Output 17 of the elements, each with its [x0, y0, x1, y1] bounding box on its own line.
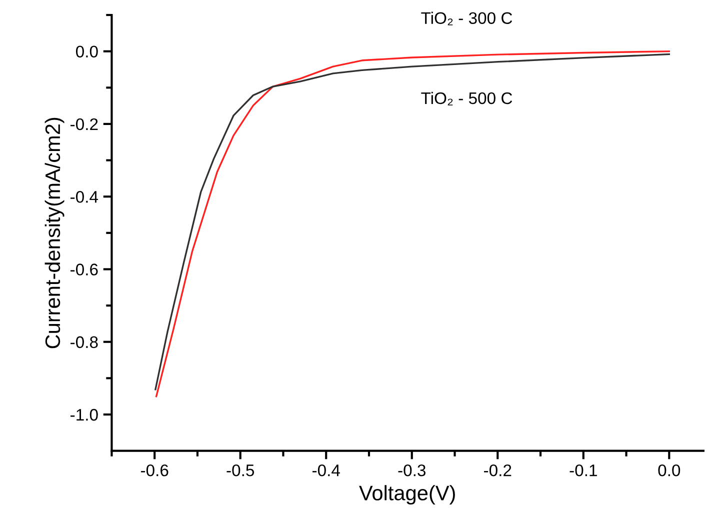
y-tick-label: -0.4 — [70, 190, 98, 203]
y-tick-label: -0.2 — [70, 118, 98, 130]
x-tick-label: -0.6 — [140, 464, 168, 476]
y-tick-label: -1.0 — [70, 408, 98, 421]
series-label: TiO₂ - 300 C — [421, 12, 512, 26]
series-label: TiO₂ - 500 C — [421, 92, 512, 106]
x-tick-label: -0.5 — [226, 464, 254, 476]
x-tick-label: -0.3 — [398, 464, 426, 476]
x-tick-label: -0.4 — [312, 464, 340, 476]
y-tick-label: 0.0 — [76, 46, 98, 58]
y-tick-label: -0.6 — [70, 264, 98, 276]
y-tick-label: -0.8 — [70, 336, 98, 348]
x-tick-label: 0.0 — [658, 464, 680, 476]
x-tick-label: -0.1 — [570, 464, 597, 476]
x-tick-label: -0.2 — [484, 464, 512, 476]
y-axis-title: Current-density(mA/cm2) — [44, 118, 64, 348]
x-axis-title: Voltage(V) — [359, 485, 455, 505]
